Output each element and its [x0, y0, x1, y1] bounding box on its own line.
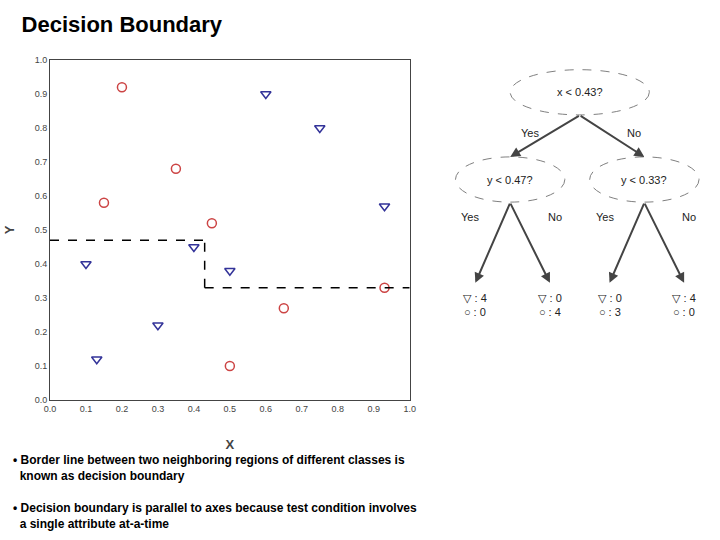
svg-text:Decision Boundary: Decision Boundary	[22, 12, 223, 37]
svg-text:0.5: 0.5	[35, 225, 48, 235]
svg-text:X: X	[226, 437, 235, 452]
svg-text:0.5: 0.5	[224, 404, 237, 414]
svg-text:0.3: 0.3	[35, 293, 48, 303]
svg-text:0.0: 0.0	[35, 395, 48, 405]
svg-text:1.0: 1.0	[403, 404, 416, 414]
svg-text:0.1: 0.1	[35, 361, 48, 371]
svg-text:▽ : 4○ : 0: ▽ : 4○ : 0	[463, 292, 487, 318]
svg-text:0.2: 0.2	[116, 404, 129, 414]
svg-text:y < 0.47?: y < 0.47?	[487, 174, 533, 186]
svg-text:No: No	[627, 127, 641, 139]
svg-text:Yes: Yes	[521, 127, 539, 139]
svg-text:0.0: 0.0	[44, 404, 57, 414]
svg-text:No: No	[548, 211, 562, 223]
svg-text:▽ : 0○ : 3: ▽ : 0○ : 3	[598, 292, 622, 318]
svg-text:0.8: 0.8	[332, 404, 345, 414]
svg-text:0.6: 0.6	[35, 191, 48, 201]
svg-text:0.9: 0.9	[367, 404, 380, 414]
svg-text:0.7: 0.7	[35, 157, 48, 167]
svg-text:0.3: 0.3	[152, 404, 165, 414]
svg-text:0.7: 0.7	[296, 404, 309, 414]
svg-text:0.8: 0.8	[35, 123, 48, 133]
svg-text:• Border line between two neig: • Border line between two neighboring re…	[13, 453, 405, 483]
svg-text:0.1: 0.1	[80, 404, 93, 414]
svg-text:0.9: 0.9	[35, 89, 48, 99]
svg-text:No: No	[682, 211, 696, 223]
svg-text:Yes: Yes	[461, 211, 479, 223]
svg-text:0.2: 0.2	[35, 327, 48, 337]
svg-text:x < 0.43?: x < 0.43?	[557, 86, 603, 98]
svg-text:0.4: 0.4	[35, 259, 48, 269]
svg-text:1.0: 1.0	[35, 55, 48, 65]
svg-text:Yes: Yes	[596, 211, 614, 223]
svg-text:Y: Y	[2, 225, 17, 234]
svg-text:0.4: 0.4	[188, 404, 201, 414]
svg-text:▽ : 4○ : 0: ▽ : 4○ : 0	[672, 292, 696, 318]
svg-text:y < 0.33?: y < 0.33?	[621, 174, 667, 186]
svg-text:• Decision boundary is paralle: • Decision boundary is parallel to axes …	[13, 501, 417, 531]
svg-text:▽ : 0○ : 4: ▽ : 0○ : 4	[538, 292, 562, 318]
svg-text:0.6: 0.6	[260, 404, 273, 414]
